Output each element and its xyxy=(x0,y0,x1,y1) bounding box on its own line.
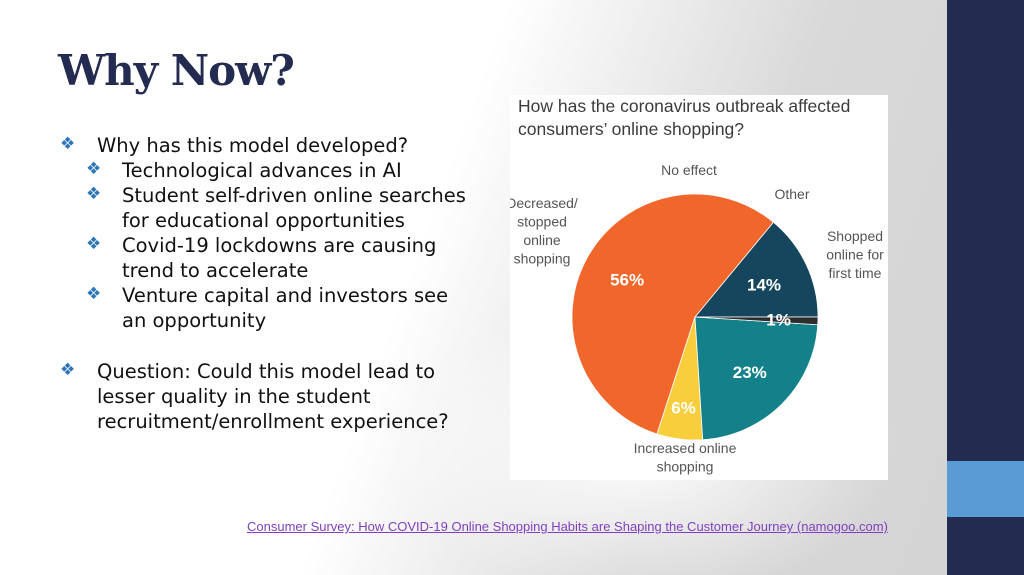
bullet-text: Question: Could this model lead to lesse… xyxy=(97,360,449,433)
diamond-bullet-icon: ❖ xyxy=(60,134,76,154)
pie-value-label: 23% xyxy=(733,363,767,382)
bullet-item: ❖ Question: Could this model lead to less… xyxy=(60,359,470,434)
bullet-text: Venture capital and investors see an opp… xyxy=(122,284,449,332)
chart-title: How has the coronavirus outbreak affecte… xyxy=(518,96,851,139)
bullet-item: ❖ Technological advances in AI xyxy=(60,158,470,183)
bullet-text: Student self-driven online searches for … xyxy=(122,184,466,232)
slide-title: Why Now? xyxy=(58,46,295,95)
right-sidebar-bar xyxy=(947,0,1024,575)
pie-category-label: Decreased/stopped online shopping xyxy=(510,195,578,267)
bullet-text: Covid-19 lockdowns are causing trend to … xyxy=(122,234,437,282)
pie-value-label: 56% xyxy=(610,271,644,290)
pie-chart-panel: 14% 56% 6% 23% 1% Shopped online for first tim… xyxy=(510,95,888,480)
diamond-bullet-icon: ❖ xyxy=(86,184,102,204)
pie-value-label: 1% xyxy=(766,311,791,330)
pie-category-label: Other xyxy=(774,186,809,202)
bullet-item: ❖ Why has this model developed? xyxy=(60,133,470,158)
diamond-bullet-icon: ❖ xyxy=(60,360,76,380)
diamond-bullet-icon: ❖ xyxy=(86,234,102,254)
bullet-gap xyxy=(60,333,470,359)
bullet-item: ❖ Student self-driven online searches for… xyxy=(60,183,470,233)
diamond-bullet-icon: ❖ xyxy=(86,284,102,304)
source-link[interactable]: Consumer Survey: How COVID-19 Online Sho… xyxy=(247,519,888,534)
pie-value-label: 14% xyxy=(747,276,781,295)
diamond-bullet-icon: ❖ xyxy=(86,159,102,179)
sidebar-accent-block xyxy=(947,461,1024,517)
pie-slice xyxy=(694,316,819,326)
pie-value-label: 6% xyxy=(671,398,696,417)
bullet-item: ❖ Covid-19 lockdowns are causing trend to… xyxy=(60,233,470,283)
bullet-text: Technological advances in AI xyxy=(122,159,402,182)
pie-slice xyxy=(571,193,774,435)
pie-category-label: No effect xyxy=(661,162,717,178)
bullet-list: ❖ Why has this model developed? ❖ Technolog… xyxy=(60,133,470,434)
pie-chart: 14% 56% 6% 23% 1% Shopped online for first tim… xyxy=(510,162,884,475)
bullet-text: Why has this model developed? xyxy=(97,134,409,157)
pie-category-label: Increased online shopping xyxy=(634,440,737,475)
pie-category-label: Shopped online for first time xyxy=(826,228,884,281)
pie-slice xyxy=(694,221,819,318)
pie-slice xyxy=(694,316,819,441)
bullet-item: ❖ Venture capital and investors see an op… xyxy=(60,283,470,333)
